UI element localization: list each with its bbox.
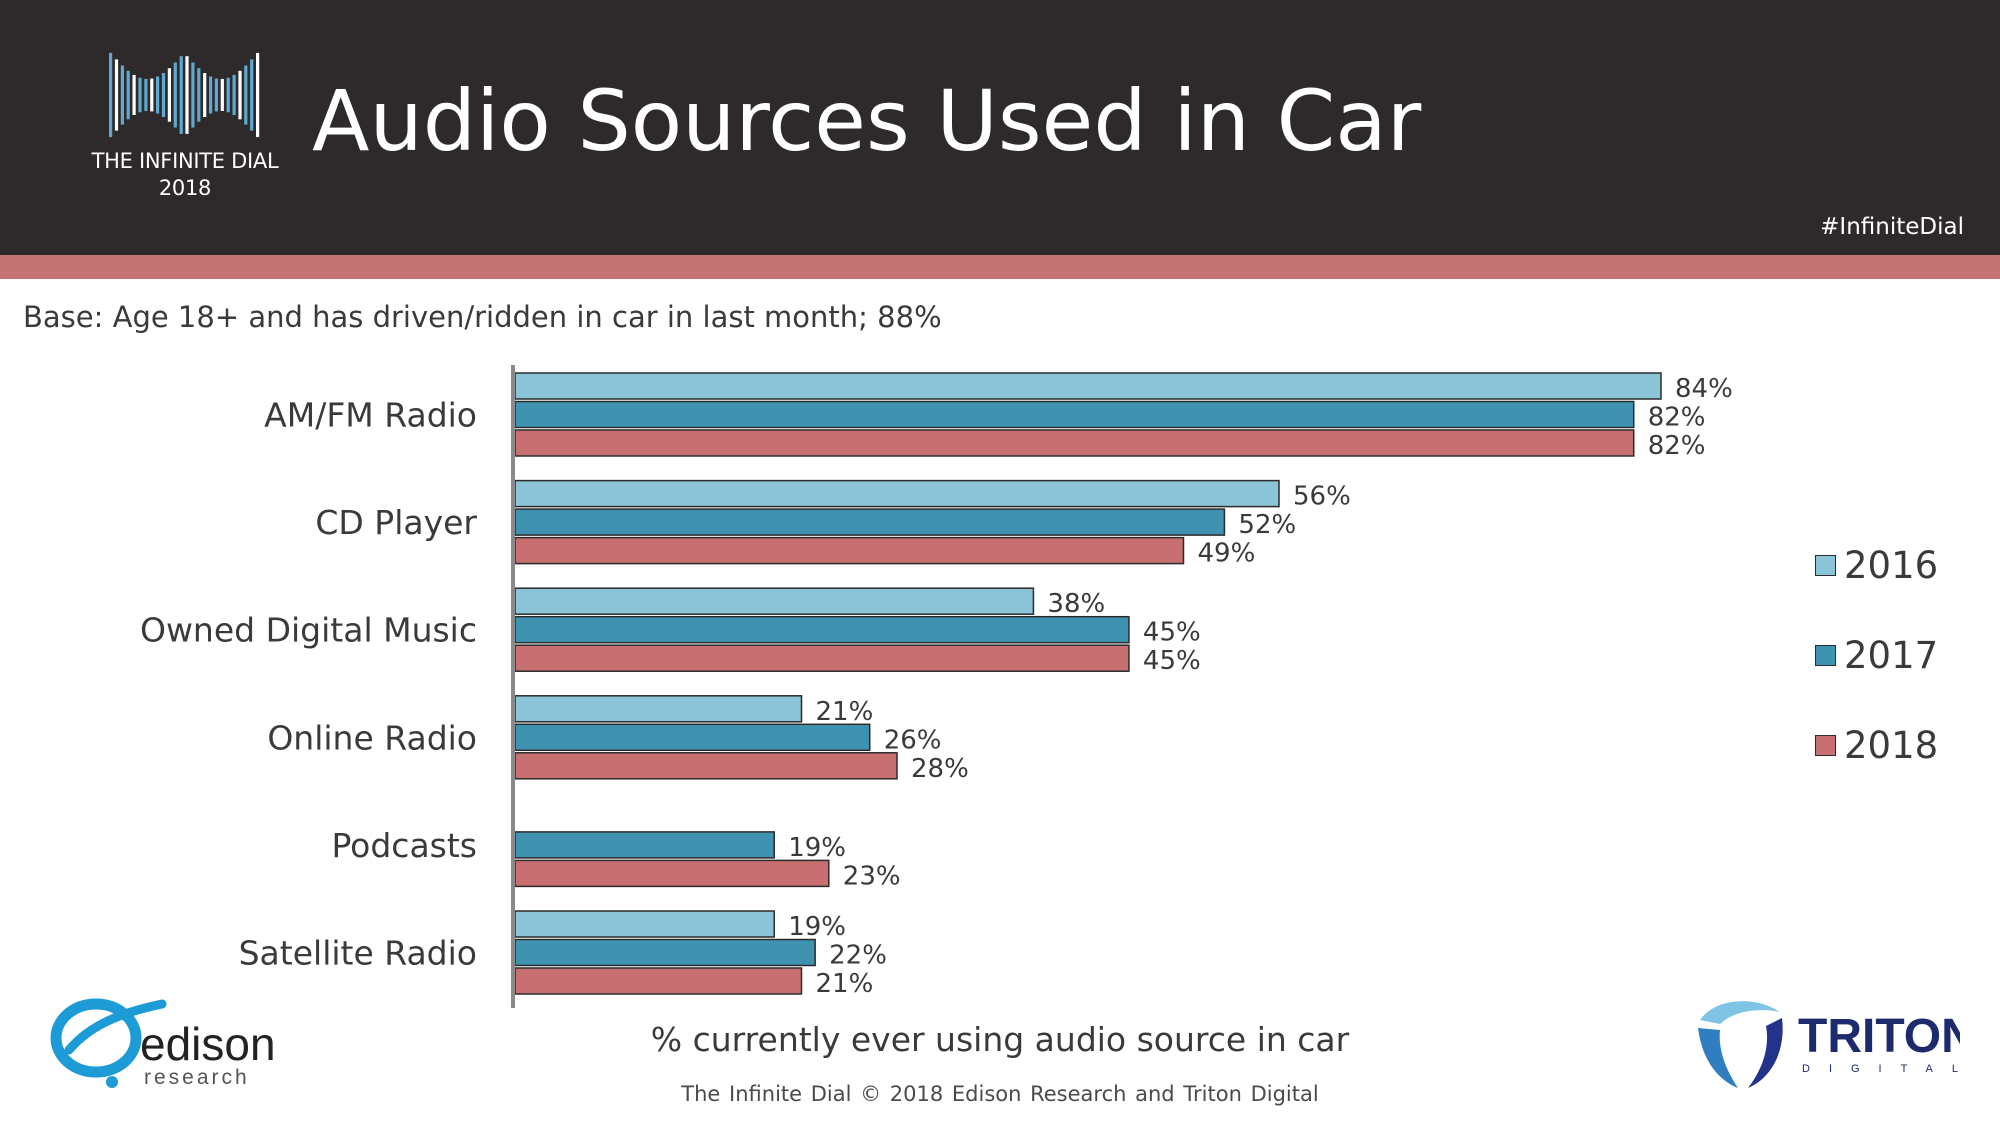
edison-logo-name: edison <box>140 1018 276 1070</box>
logo-bar <box>114 59 119 131</box>
data-label: 22% <box>829 941 887 971</box>
data-label: 26% <box>884 725 942 755</box>
logo-bar <box>173 62 177 128</box>
legend-swatch <box>1815 554 1836 576</box>
bar-2018-online-radio <box>514 752 898 780</box>
page-title: Audio Sources Used in Car <box>312 72 1422 170</box>
header-banner: THE INFINITE DIAL 2018 Audio Sources Use… <box>0 0 2000 255</box>
logo-bar <box>209 76 213 114</box>
legend-item-2016: 2016 <box>1815 520 1938 610</box>
data-label: 21% <box>816 697 874 727</box>
category-label: Podcasts <box>331 826 477 865</box>
x-axis-caption: % currently ever using audio source in c… <box>650 1020 1350 1059</box>
edison-research-logo-icon: edison research <box>50 998 276 1089</box>
logo-bar <box>138 77 142 113</box>
hashtag-label: #InfiniteDial <box>1820 214 1964 240</box>
logo-bar <box>256 52 260 138</box>
logo-bar <box>161 73 166 117</box>
bar-2017-cd-player <box>514 508 1226 536</box>
triton-logo-name: TRITON <box>1798 1010 1960 1063</box>
legend-item-2018: 2018 <box>1815 700 1938 790</box>
logo-bar <box>167 68 171 122</box>
bar-2018-owned-digital-music <box>514 644 1130 672</box>
logo-bar <box>126 70 130 120</box>
data-label: 82% <box>1648 431 1706 461</box>
bar-2016-am-fm-radio <box>514 372 1662 400</box>
category-label: Online Radio <box>267 718 477 757</box>
bar-2016-satellite-radio <box>514 910 775 938</box>
data-label: 28% <box>911 754 969 784</box>
brand-year: 2018 <box>158 176 212 200</box>
bar-2017-satellite-radio <box>514 938 816 967</box>
legend-item-2017: 2017 <box>1815 610 1938 700</box>
infinite-dial-logo-icon <box>109 52 260 138</box>
logo-bar <box>156 76 160 114</box>
data-label: 45% <box>1143 618 1201 648</box>
bar-2016-cd-player <box>514 479 1280 508</box>
bar-2017-podcasts <box>514 831 775 859</box>
bar-2016-online-radio <box>514 695 803 723</box>
category-label: Satellite Radio <box>239 934 477 973</box>
bar-2018-am-fm-radio <box>514 429 1635 457</box>
bar-2018-cd-player <box>514 536 1185 565</box>
data-label: 23% <box>843 861 901 891</box>
legend-swatch <box>1815 644 1836 666</box>
base-note: Base: Age 18+ and has driven/ridden in c… <box>23 300 942 334</box>
logo-bar <box>214 78 218 112</box>
legend-label: 2017 <box>1844 633 1939 677</box>
legend-swatch <box>1815 734 1836 756</box>
logo-bar <box>120 65 124 125</box>
logo-bar <box>109 52 113 138</box>
bar-2018-podcasts <box>514 859 830 888</box>
chart-legend: 2016 2017 2018 <box>1815 520 1938 790</box>
header-divider-stripe <box>0 255 2000 279</box>
bar-2018-satellite-radio <box>514 967 803 995</box>
legend-label: 2018 <box>1844 723 1939 767</box>
data-label: 52% <box>1238 510 1296 540</box>
category-label: CD Player <box>315 503 477 542</box>
bar-2016-owned-digital-music <box>514 587 1035 615</box>
logo-bar <box>232 74 236 115</box>
bar-2017-am-fm-radio <box>514 400 1635 429</box>
bar-2017-owned-digital-music <box>514 615 1130 644</box>
data-label: 82% <box>1648 403 1706 433</box>
category-label: Owned Digital Music <box>140 611 477 650</box>
data-label: 56% <box>1293 482 1351 512</box>
logo-bar <box>238 70 242 120</box>
logo-bar <box>179 56 183 134</box>
data-label: 38% <box>1047 589 1105 619</box>
logo-bar <box>185 56 189 134</box>
logo-bar <box>244 65 248 125</box>
edison-logo-sub: research <box>144 1066 250 1089</box>
logo-bar <box>150 78 154 112</box>
legend-label: 2016 <box>1844 543 1939 587</box>
data-label: 45% <box>1143 646 1201 676</box>
bar-2017-online-radio <box>514 723 871 752</box>
data-label: 84% <box>1675 374 1733 404</box>
logo-bar <box>197 68 201 122</box>
logo-bar <box>203 73 207 117</box>
category-label: AM/FM Radio <box>264 396 477 435</box>
logo-bar <box>132 74 136 115</box>
footer-credit: The Infinite Dial © 2018 Edison Research… <box>681 1082 1319 1106</box>
data-label: 49% <box>1198 539 1256 569</box>
data-label: 19% <box>788 833 846 863</box>
brand-name-text: THE INFINITE DIAL <box>91 149 279 173</box>
triton-logo-sub: DIGITAL <box>1802 1063 1960 1075</box>
logo-bar <box>226 77 230 113</box>
triton-digital-logo-icon: TRITON DIGITAL <box>1698 1001 1960 1088</box>
logo-bar <box>144 78 148 111</box>
data-label: 19% <box>788 912 846 942</box>
logo-bar <box>191 62 195 128</box>
logo-bar <box>250 59 254 131</box>
brand-name: THE INFINITE DIAL 2018 <box>80 148 290 202</box>
logo-bar <box>220 78 224 111</box>
data-label: 21% <box>816 969 874 999</box>
